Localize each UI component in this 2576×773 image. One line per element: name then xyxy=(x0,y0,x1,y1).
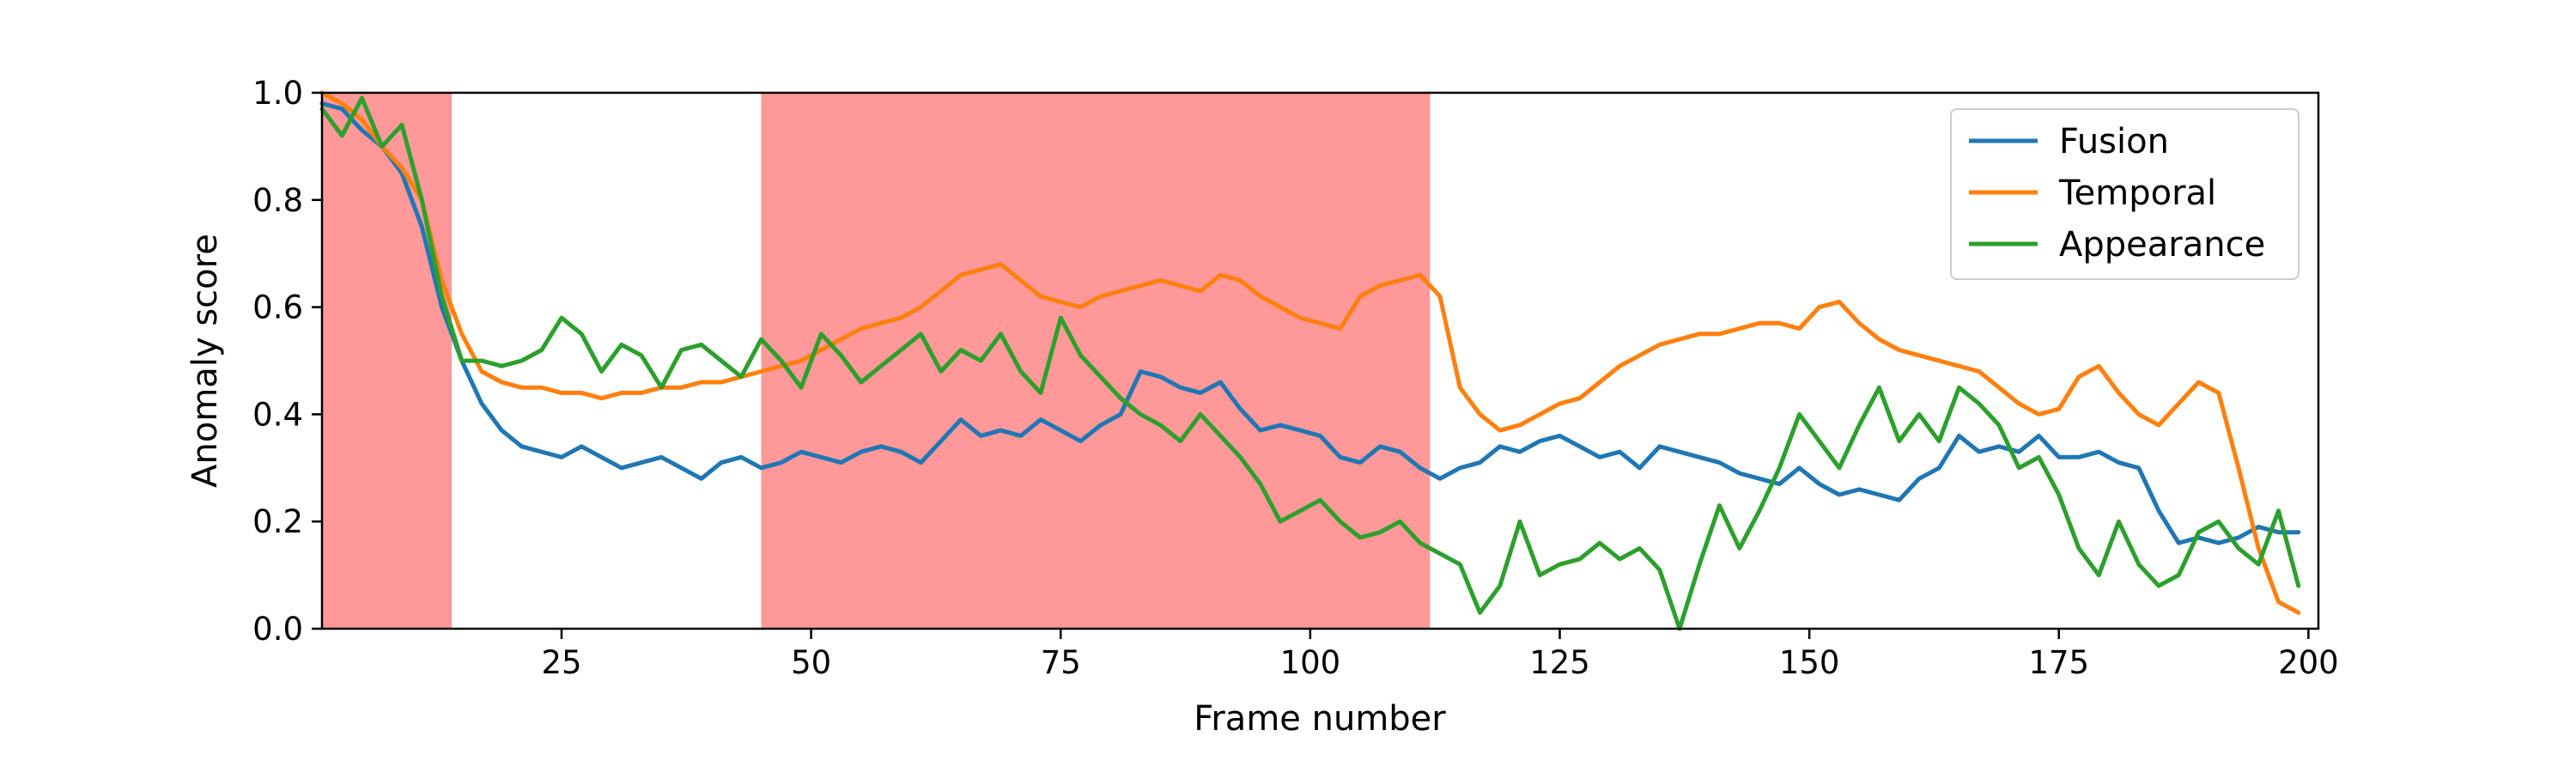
legend-label-fusion: Fusion xyxy=(2059,122,2169,161)
series-lines xyxy=(319,90,2301,631)
x-axis: 25 50 75 100 125 150 175 200 xyxy=(541,629,2339,681)
y-tick-label: 0.6 xyxy=(252,289,303,326)
legend: Fusion Temporal Appearance xyxy=(1950,108,2300,280)
y-axis-label: Anomaly score xyxy=(185,234,225,488)
series-line-appearance xyxy=(319,95,2301,631)
x-tick-label: 25 xyxy=(541,644,581,681)
y-tick-label: 0.2 xyxy=(252,503,303,540)
y-tick-label: 0.8 xyxy=(252,182,303,219)
legend-box xyxy=(1950,108,2300,280)
y-axis: 0.0 0.2 0.4 0.6 0.8 1.0 xyxy=(252,75,322,648)
y-tick-label: 0.4 xyxy=(252,396,303,433)
x-tick-label: 150 xyxy=(1779,644,1840,681)
highlight-region xyxy=(322,93,453,629)
highlight-regions xyxy=(322,93,1431,629)
series-line-fusion xyxy=(319,101,2301,545)
x-tick-label: 200 xyxy=(2278,644,2339,681)
x-tick-label: 75 xyxy=(1041,644,1081,681)
legend-label-appearance: Appearance xyxy=(2059,225,2265,265)
plot-frame xyxy=(320,91,2320,630)
series-line-temporal xyxy=(319,90,2301,615)
x-tick-label: 175 xyxy=(2028,644,2089,681)
x-tick-label: 50 xyxy=(791,644,831,681)
y-tick-label: 1.0 xyxy=(252,75,303,112)
x-axis-label: Frame number xyxy=(1194,699,1446,739)
legend-label-temporal: Temporal xyxy=(2058,173,2216,213)
highlight-region xyxy=(761,93,1431,629)
x-tick-label: 100 xyxy=(1280,644,1341,681)
x-tick-label: 125 xyxy=(1529,644,1590,681)
y-tick-label: 0.0 xyxy=(252,611,303,648)
